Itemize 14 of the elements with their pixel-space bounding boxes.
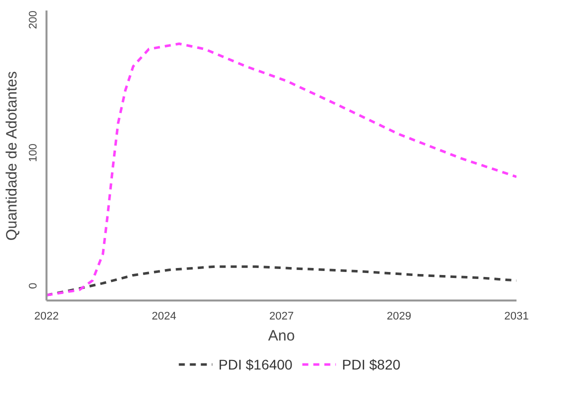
y-tick-label: 100: [28, 144, 40, 162]
line-series: [46, 265, 516, 296]
y-tick-label: 200: [28, 10, 40, 29]
x-tick-label: 2031: [504, 310, 529, 322]
legend-label: PDI $16400: [218, 356, 293, 372]
legend-label: PDI $820: [342, 356, 401, 372]
x-axis-title: Ano: [268, 328, 295, 344]
x-tick-label: 2022: [34, 310, 59, 322]
line-series: [46, 42, 516, 296]
x-tick-label: 2027: [269, 310, 294, 322]
x-tick-label: 2029: [386, 310, 412, 322]
y-axis-title: Quantidade de Adotantes: [4, 71, 20, 241]
y-tick-label: 0: [28, 282, 40, 289]
x-tick-label: 2024: [152, 310, 176, 322]
